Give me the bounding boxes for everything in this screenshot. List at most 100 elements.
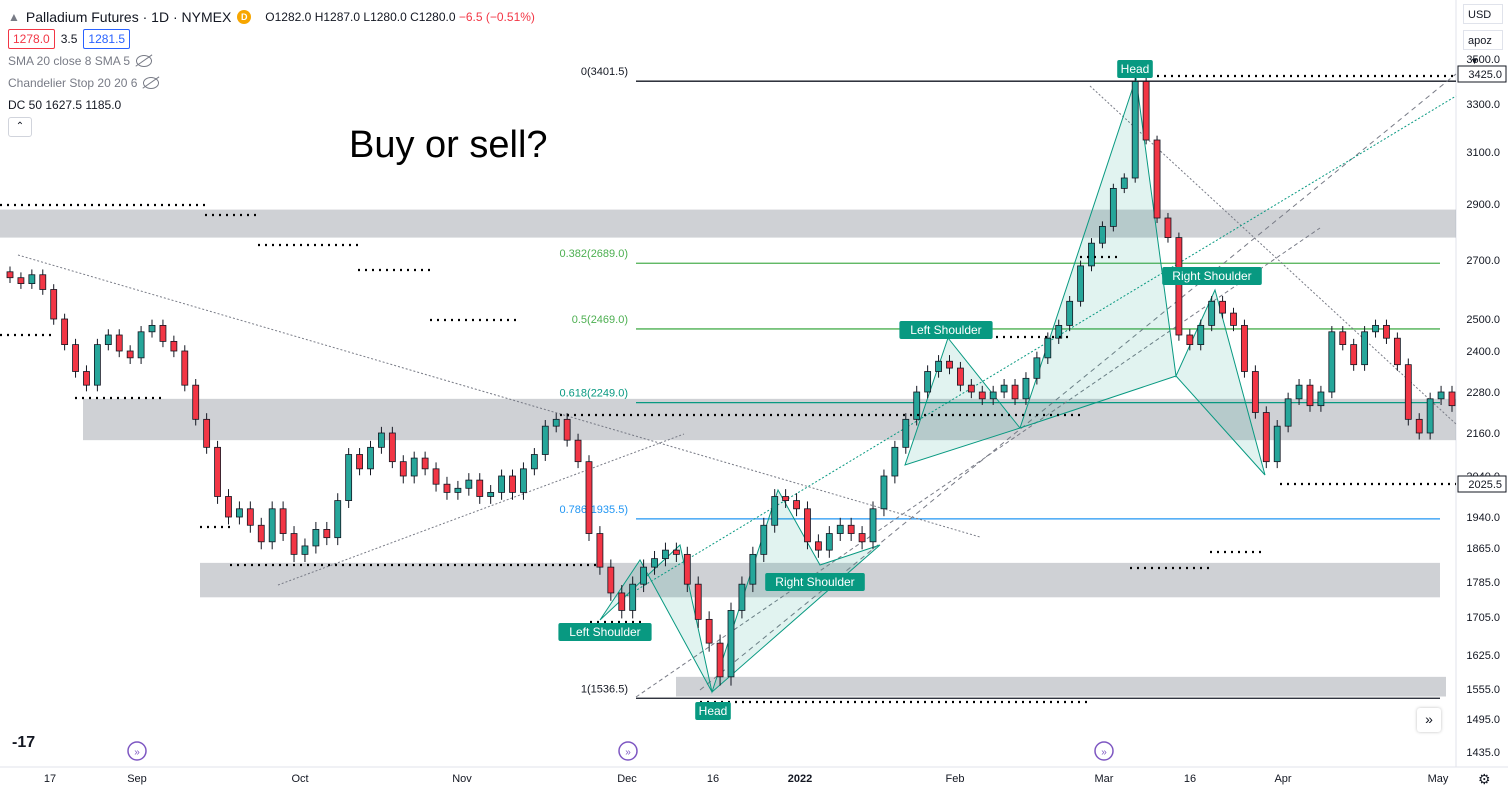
candle-body (1142, 81, 1150, 141)
event-marker-icon[interactable] (1094, 741, 1114, 761)
candle-body (683, 553, 691, 585)
fib-level-label: 0.786(1935.5) (560, 504, 629, 516)
candle-body (1033, 357, 1041, 379)
candle-body (1426, 398, 1434, 434)
buy-price-button[interactable]: 1281.5 (83, 29, 131, 49)
candle-body (432, 468, 440, 485)
tradingview-logo-icon: ‑17 (12, 734, 36, 751)
scroll-to-realtime-button[interactable]: » (1417, 708, 1441, 732)
candle-body (705, 618, 713, 644)
candle-body (290, 533, 298, 555)
price-axis-label: 1625.0 (1466, 650, 1500, 662)
candle-body (1131, 81, 1139, 179)
candle-body (28, 274, 36, 285)
trend-line (619, 95, 1457, 601)
candle-body (1306, 384, 1314, 407)
indicator-sma-label[interactable]: SMA 20 close 8 SMA 5 (8, 54, 131, 68)
event-marker-icon[interactable] (618, 741, 638, 761)
candle-body (17, 277, 25, 285)
candle-body (1284, 398, 1292, 427)
symbol-icon: ▲ (8, 10, 20, 24)
candle-body (1230, 312, 1237, 326)
candle-body (509, 475, 516, 493)
hidden-eye-icon[interactable] (143, 77, 160, 89)
price-tag (1457, 65, 1507, 83)
pattern-label (558, 623, 652, 641)
pattern-label-text: Head (699, 704, 728, 718)
support-resistance-zone (676, 676, 1446, 697)
candle-body (1066, 300, 1074, 326)
candle-body (1088, 242, 1095, 267)
price-axis-label: 3100.0 (1466, 147, 1500, 159)
indicator-chandelier-label[interactable]: Chandelier Stop 20 20 6 (8, 76, 138, 90)
candle-body (1339, 331, 1347, 345)
candle-body (498, 475, 505, 493)
candle-body (1295, 384, 1303, 400)
price-axis-label: 1785.0 (1466, 577, 1500, 589)
fib-level-label: 1(1536.5) (581, 683, 628, 695)
currency-button[interactable]: USD (1463, 4, 1503, 24)
time-axis-label: 17 (44, 773, 56, 785)
candle-body (629, 583, 637, 611)
price-axis-label: 2700.0 (1466, 255, 1500, 267)
candle-body (1350, 344, 1358, 366)
collapse-legend-button[interactable]: ⌃ (8, 117, 32, 137)
indicator-donchian-label[interactable]: DC 50 1627.5 1185.0 (8, 98, 122, 112)
candle-body (476, 479, 484, 497)
candle-body (410, 457, 418, 477)
time-axis-label: Apr (1274, 773, 1291, 785)
time-axis-label: 16 (707, 773, 719, 785)
pattern-label-text: Left Shoulder (910, 323, 981, 337)
candle-body (1437, 391, 1445, 400)
candle-body (662, 549, 669, 560)
event-marker-icon[interactable] (127, 741, 147, 761)
candle-body (1404, 364, 1412, 420)
candle-body (1262, 412, 1270, 463)
chart-legend: ▲ Palladium Futures · 1D · NYMEX D O1282… (8, 6, 535, 138)
time-axis-label: 16 (1184, 773, 1196, 785)
ohlc-low: L1280.0 (363, 10, 407, 24)
candle-body (727, 610, 735, 678)
fib-level-label: 0.5(2469.0) (572, 314, 628, 326)
fib-level-label: 0(3401.5) (581, 66, 628, 78)
candle-body (236, 508, 243, 518)
candle-body (967, 384, 975, 393)
scale-mode-label: apoz (1468, 35, 1492, 47)
price-axis-label: 1705.0 (1466, 612, 1500, 624)
candle-body (563, 418, 571, 441)
candle-body (1393, 337, 1401, 366)
candle-body (749, 553, 757, 585)
pattern-label (695, 702, 731, 720)
candle-body (323, 529, 331, 539)
time-axis-label: 2022 (788, 773, 812, 785)
candle-body (1251, 371, 1259, 413)
hidden-eye-icon[interactable] (136, 55, 153, 67)
price-axis-label: 1940.0 (1466, 512, 1500, 524)
candle-body (148, 324, 156, 333)
candle-body (1153, 139, 1161, 219)
sell-price-button[interactable]: 1278.0 (8, 29, 55, 49)
candle-body (61, 318, 69, 346)
market-status-badge: D (237, 10, 252, 24)
symbol-title[interactable]: Palladium Futures · 1D · NYMEX (25, 9, 232, 25)
ohlc-change: −6.5 (−0.51%) (458, 10, 535, 24)
candle-body (487, 491, 495, 497)
candle-body (214, 446, 221, 497)
candle-body (1022, 377, 1030, 400)
scale-mode-button[interactable]: apoz ▼ (1463, 30, 1503, 66)
pattern-label-text: Right Shoulder (1172, 269, 1251, 283)
candle-body (443, 483, 451, 493)
candle-body (1328, 331, 1336, 393)
price-axis-label: 3500.0 (1466, 54, 1500, 66)
candle-body (1044, 337, 1052, 359)
candle-body (50, 289, 58, 320)
fib-level-label: 0.382(2689.0) (560, 248, 629, 260)
gear-icon[interactable]: ⚙ (1478, 771, 1491, 787)
candle-body (454, 487, 462, 493)
candle-body (924, 371, 932, 393)
trend-line (635, 227, 1321, 698)
trend-line (277, 433, 685, 586)
candle-body (1273, 425, 1281, 463)
pattern-label (1117, 60, 1153, 78)
